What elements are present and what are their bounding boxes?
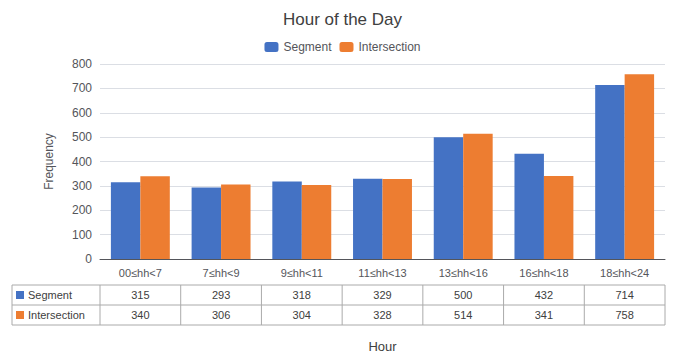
svg-text:9≤hh<11: 9≤hh<11: [281, 267, 323, 279]
svg-text:Intersection: Intersection: [358, 40, 420, 54]
svg-text:600: 600: [72, 106, 92, 120]
svg-text:18≤hh<24: 18≤hh<24: [600, 267, 649, 279]
svg-text:500: 500: [454, 289, 472, 301]
svg-text:340: 340: [131, 309, 149, 321]
svg-text:714: 714: [615, 289, 633, 301]
svg-text:329: 329: [373, 289, 391, 301]
svg-text:0: 0: [85, 252, 92, 266]
svg-text:500: 500: [72, 130, 92, 144]
svg-text:Hour: Hour: [368, 339, 397, 354]
svg-text:700: 700: [72, 81, 92, 95]
svg-text:400: 400: [72, 155, 92, 169]
svg-text:Segment: Segment: [283, 40, 332, 54]
svg-text:328: 328: [373, 309, 391, 321]
svg-text:300: 300: [72, 179, 92, 193]
svg-text:304: 304: [293, 309, 311, 321]
svg-text:432: 432: [535, 289, 553, 301]
svg-text:13≤hh<16: 13≤hh<16: [439, 267, 488, 279]
svg-text:100: 100: [72, 228, 92, 242]
svg-text:16≤hh<18: 16≤hh<18: [519, 267, 568, 279]
svg-text:306: 306: [212, 309, 230, 321]
svg-text:Hour of the Day: Hour of the Day: [283, 10, 403, 29]
svg-text:00≤hh<7: 00≤hh<7: [119, 267, 162, 279]
svg-text:514: 514: [454, 309, 472, 321]
svg-text:318: 318: [293, 289, 311, 301]
svg-text:315: 315: [131, 289, 149, 301]
svg-text:800: 800: [72, 57, 92, 71]
svg-text:7≤hh<9: 7≤hh<9: [203, 267, 240, 279]
svg-text:758: 758: [615, 309, 633, 321]
svg-text:341: 341: [535, 309, 553, 321]
svg-text:Frequency: Frequency: [42, 133, 56, 190]
svg-text:293: 293: [212, 289, 230, 301]
svg-text:Segment: Segment: [28, 289, 72, 301]
svg-text:Intersection: Intersection: [28, 309, 85, 321]
svg-text:11≤hh<13: 11≤hh<13: [358, 267, 406, 279]
svg-text:200: 200: [72, 203, 92, 217]
